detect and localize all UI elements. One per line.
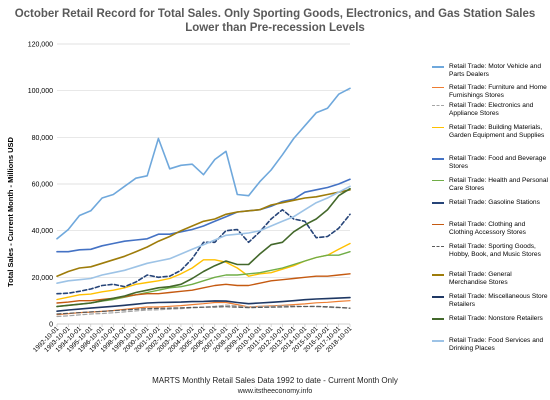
series-line-0 xyxy=(56,87,351,240)
x-tick-labels: 1992-10-011993-10-011994-10-011995-10-01… xyxy=(32,325,354,354)
footer-source: MARTS Monthly Retail Sales Data 1992 to … xyxy=(152,376,398,385)
legend-swatch xyxy=(432,202,444,204)
series-line-6 xyxy=(56,208,351,295)
series-lines xyxy=(56,87,351,318)
chart-title-line-2: Lower than Pre-recession Levels xyxy=(185,22,365,34)
legend-label: Retail Trade: Gasoline Stations xyxy=(449,199,540,206)
y-tick-label: 40,000 xyxy=(32,228,54,235)
series-line-10 xyxy=(56,296,351,313)
legend-label: Retail Trade: Furniture and Home Furnish… xyxy=(449,84,547,99)
legend-label: Retail Trade: Miscellaneous Store Retail… xyxy=(449,293,548,308)
legend-label: Retail Trade: Food Services and Drinking… xyxy=(449,337,544,352)
legend-swatch xyxy=(432,318,444,320)
legend-swatch xyxy=(432,180,444,181)
legend-swatch xyxy=(432,127,444,128)
y-tick-label: 0 xyxy=(49,322,53,329)
legend-label: Retail Trade: Food and Beverage Stores xyxy=(449,155,547,170)
legend-label: Retail Trade: General Merchandise Stores xyxy=(449,271,512,286)
legend-swatch xyxy=(432,340,444,342)
series-line-11 xyxy=(56,187,351,308)
legend-label: Retail Trade: Nonstore Retailers xyxy=(449,315,543,322)
chart-title-line-1: October Retail Record for Total Sales. O… xyxy=(14,8,536,20)
footer-site: www.itstheeconomy.info xyxy=(237,388,313,395)
legend-swatch xyxy=(432,87,444,88)
series-line-7 xyxy=(56,273,351,304)
y-tick-label: 80,000 xyxy=(32,135,54,142)
y-axis-title: Total Sales - Current Month - Millions U… xyxy=(6,136,15,286)
series-line-8 xyxy=(56,305,351,315)
legend-swatch xyxy=(432,66,444,68)
legend-swatch xyxy=(432,246,444,247)
legend-label: Retail Trade: Electronics and Appliance … xyxy=(449,102,534,117)
legend-label: Retail Trade: Sporting Goods, Hobby, Boo… xyxy=(449,243,541,258)
legend-label: Retail Trade: Motor Vehicle and Parts De… xyxy=(449,63,541,78)
legend-swatch xyxy=(432,296,444,298)
legend-swatch xyxy=(432,105,444,106)
series-line-12 xyxy=(56,185,351,285)
legend-label: Retail Trade: Clothing and Clothing Acce… xyxy=(449,221,526,236)
axes xyxy=(56,323,351,327)
legend-label: Retail Trade: Building Materials, Garden… xyxy=(449,124,545,139)
series-line-4 xyxy=(56,178,351,253)
legend-swatch xyxy=(432,274,444,276)
y-tick-label: 120,000 xyxy=(28,42,53,49)
legend-label: Retail Trade: Health and Personal Care S… xyxy=(449,177,548,192)
legend-swatch xyxy=(432,158,444,160)
legend-swatch xyxy=(432,224,444,225)
series-line-9 xyxy=(56,189,351,278)
y-tick-labels: 0 20,000 40,000 60,000 80,000 100,000 120,000 xyxy=(28,42,53,329)
y-tick-label: 20,000 xyxy=(32,275,54,282)
y-tick-label: 100,000 xyxy=(28,88,53,95)
chart-title: October Retail Record for Total Sales. O… xyxy=(0,7,550,35)
y-tick-label: 60,000 xyxy=(32,182,54,189)
